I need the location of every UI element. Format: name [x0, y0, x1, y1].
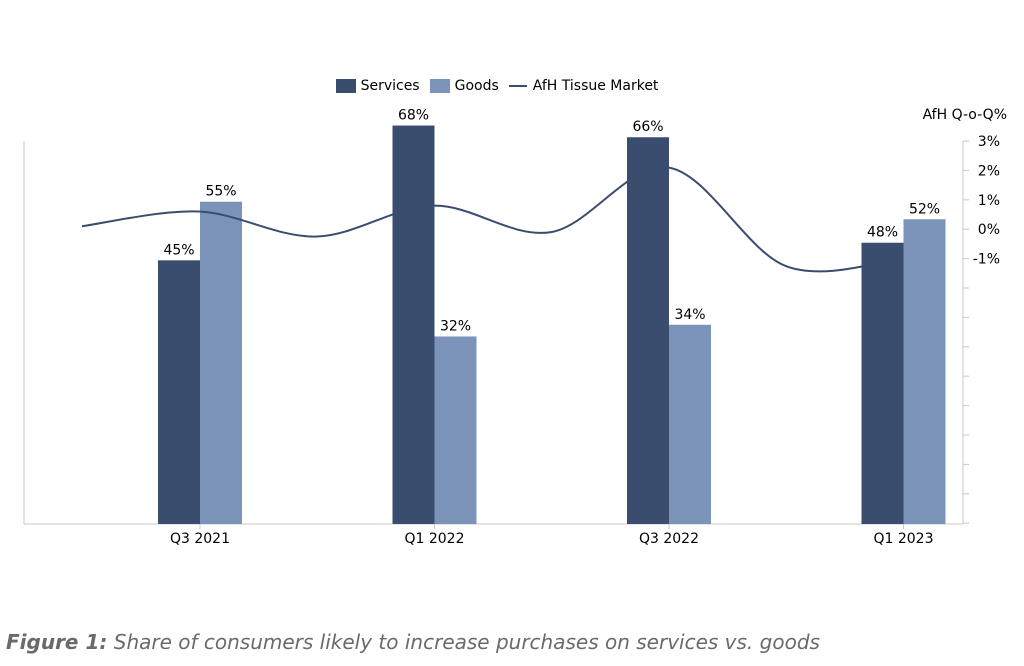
legend-item-goods: Goods [429, 78, 499, 94]
caption-prefix: Figure 1: [6, 630, 108, 654]
data-label-goods-0: 55% [205, 184, 236, 200]
data-label-services-3: 48% [867, 225, 898, 241]
bar-services-0 [158, 260, 200, 524]
data-label-services-1: 68% [398, 108, 429, 124]
bar-goods-1 [434, 336, 477, 524]
x-axis-tick-label: Q3 2021 [170, 531, 230, 547]
x-axis-tick-label: Q1 2023 [873, 531, 933, 547]
bar-services-1 [392, 125, 435, 525]
chart-legend: Services Goods AfH Tissue Market [0, 78, 1004, 94]
right-axis-tick-label: -1% [973, 252, 1000, 268]
bar-goods-0 [200, 201, 242, 524]
x-axis-tick-label: Q1 2022 [404, 531, 464, 547]
data-label-goods-3: 52% [909, 201, 940, 217]
data-label-services-2: 66% [632, 119, 663, 135]
legend-label-services: Services [360, 78, 420, 94]
data-label-goods-1: 32% [440, 318, 471, 334]
bar-services-3 [861, 242, 904, 524]
data-label-services-0: 45% [163, 242, 194, 258]
caption-text: Share of consumers likely to increase pu… [107, 630, 820, 654]
legend-swatch-services [335, 79, 356, 93]
legend-item-afh-line: AfH Tissue Market [508, 78, 659, 94]
right-axis-tick-label: 3% [978, 134, 1000, 150]
legend-label-goods: Goods [454, 78, 499, 94]
bar-goods-2 [669, 324, 711, 524]
right-axis-tick-label: 0% [978, 222, 1000, 238]
right-axis-tick-label: 2% [978, 163, 1000, 179]
legend-label-afh: AfH Tissue Market [532, 78, 659, 94]
bar-goods-3 [903, 219, 946, 524]
figure-caption: Figure 1: Share of consumers likely to i… [6, 630, 820, 654]
line-afh-tissue-market [81, 166, 903, 273]
bar-services-2 [627, 137, 669, 525]
legend-swatch-goods [429, 79, 450, 93]
legend-item-services: Services [335, 78, 420, 94]
data-label-goods-2: 34% [674, 307, 705, 323]
right-axis-tick-label: 1% [978, 193, 1000, 209]
x-axis-tick-label: Q3 2022 [639, 531, 699, 547]
right-axis-title: AfH Q-o-Q% [923, 107, 1007, 123]
legend-line-afh [508, 85, 527, 87]
